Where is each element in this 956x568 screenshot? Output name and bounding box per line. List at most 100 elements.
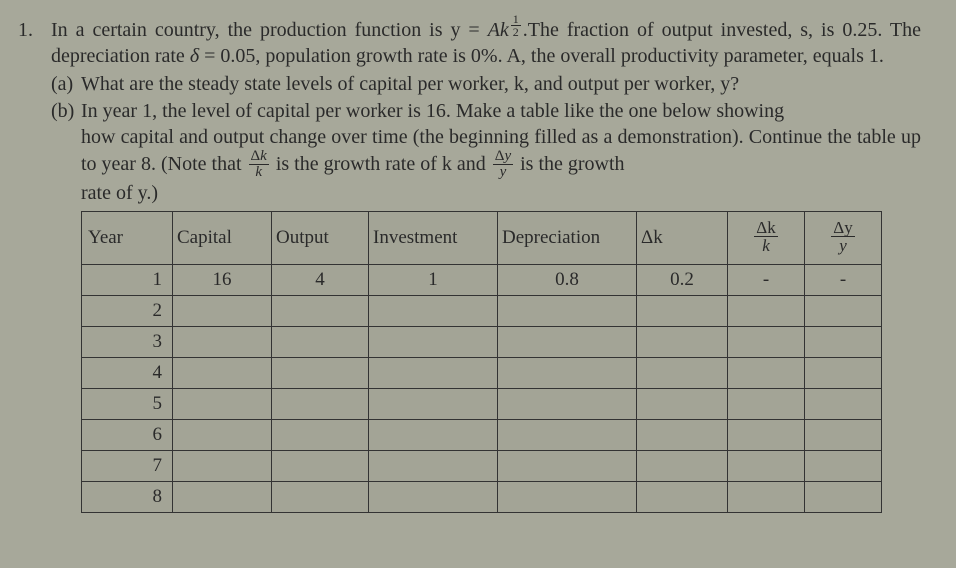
col-depreciation: Depreciation (498, 211, 637, 264)
data-table: Year Capital Output Investment Depreciat… (81, 211, 882, 513)
table-cell (728, 481, 805, 512)
table-body: 116410.80.2--2345678 (82, 264, 882, 512)
dkk-top: Δk (754, 219, 777, 237)
table-cell (805, 450, 882, 481)
table-cell (369, 295, 498, 326)
table-cell (637, 481, 728, 512)
table-row: 3 (82, 326, 882, 357)
table-cell (805, 481, 882, 512)
table-cell: 0.8 (498, 264, 637, 295)
dyy-top: Δy (831, 219, 854, 237)
dkk-bot: k (754, 237, 777, 254)
table-cell (498, 357, 637, 388)
part-b: (b)In year 1, the level of capital per w… (51, 99, 921, 207)
table-cell (498, 295, 637, 326)
table-cell (637, 295, 728, 326)
table-cell (272, 388, 369, 419)
table-cell (173, 481, 272, 512)
table-cell (637, 388, 728, 419)
table-cell (728, 419, 805, 450)
table-cell (728, 295, 805, 326)
table-cell (173, 357, 272, 388)
question-block: 1. In a certain country, the production … (18, 18, 922, 513)
table-row: 6 (82, 419, 882, 450)
table-cell: 3 (82, 326, 173, 357)
question-number: 1. (18, 18, 46, 44)
table-cell: 7 (82, 450, 173, 481)
table-row: 2 (82, 295, 882, 326)
part-b-line2: how capital and output change over time … (51, 125, 921, 182)
table-cell (272, 481, 369, 512)
table-cell (369, 481, 498, 512)
table-cell (369, 388, 498, 419)
table-cell (272, 295, 369, 326)
intro-text: In a certain country, the production fun… (51, 19, 921, 67)
table-cell (498, 326, 637, 357)
table-cell: 4 (82, 357, 173, 388)
table-cell: 5 (82, 388, 173, 419)
table-cell (805, 326, 882, 357)
table-cell (728, 357, 805, 388)
question-body: In a certain country, the production fun… (51, 18, 921, 513)
table-cell (173, 326, 272, 357)
table-cell (805, 295, 882, 326)
table-row: 7 (82, 450, 882, 481)
table-cell (805, 419, 882, 450)
table-cell (498, 450, 637, 481)
table-cell (498, 388, 637, 419)
table-cell (369, 419, 498, 450)
dyy-bot: y (831, 237, 854, 254)
part-b-line3: rate of y.) (51, 181, 921, 207)
table-cell (173, 295, 272, 326)
table-cell (173, 419, 272, 450)
table-cell: 8 (82, 481, 173, 512)
table-cell (369, 450, 498, 481)
table-cell: - (728, 264, 805, 295)
table-cell (637, 450, 728, 481)
table-row: 5 (82, 388, 882, 419)
table-cell (173, 388, 272, 419)
table-row: 4 (82, 357, 882, 388)
col-delta-k: Δk (637, 211, 728, 264)
page: 1. In a certain country, the production … (0, 0, 956, 513)
col-output: Output (272, 211, 369, 264)
col-delta-y-over-y: Δy y (805, 211, 882, 264)
table-cell: 1 (82, 264, 173, 295)
table-cell (498, 481, 637, 512)
table-cell (637, 326, 728, 357)
table-cell (369, 326, 498, 357)
table-row: 8 (82, 481, 882, 512)
table-cell (637, 357, 728, 388)
table-cell: 16 (173, 264, 272, 295)
table-cell (728, 326, 805, 357)
table-cell (272, 419, 369, 450)
table-cell: 0.2 (637, 264, 728, 295)
table-cell: 6 (82, 419, 173, 450)
table-cell (272, 450, 369, 481)
table-header-row: Year Capital Output Investment Depreciat… (82, 211, 882, 264)
table-cell (805, 388, 882, 419)
part-b-line1: In year 1, the level of capital per work… (81, 100, 784, 122)
table-row: 116410.80.2-- (82, 264, 882, 295)
table-cell (728, 450, 805, 481)
table-cell (272, 357, 369, 388)
table-cell (728, 388, 805, 419)
table-cell: 4 (272, 264, 369, 295)
col-year: Year (82, 211, 173, 264)
part-a: (a)What are the steady state levels of c… (51, 72, 921, 98)
col-investment: Investment (369, 211, 498, 264)
col-delta-k-over-k: Δk k (728, 211, 805, 264)
table-cell: 1 (369, 264, 498, 295)
table-cell (498, 419, 637, 450)
table-cell (369, 357, 498, 388)
table-cell: - (805, 264, 882, 295)
table-cell: 2 (82, 295, 173, 326)
part-a-marker: (a) (51, 72, 81, 98)
table-cell (173, 450, 272, 481)
table-cell (272, 326, 369, 357)
part-a-text: What are the steady state levels of capi… (81, 73, 739, 95)
part-b-marker: (b) (51, 99, 81, 125)
table-cell (805, 357, 882, 388)
col-capital: Capital (173, 211, 272, 264)
table-cell (637, 419, 728, 450)
